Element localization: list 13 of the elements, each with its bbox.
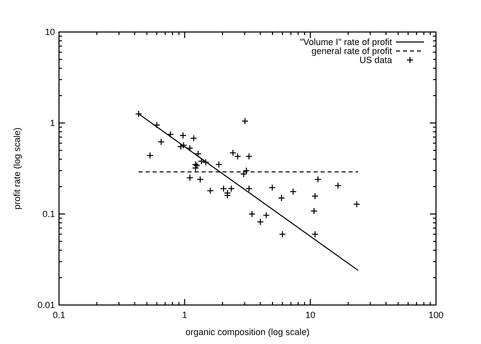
y-tick-label: 0.1: [42, 209, 55, 219]
legend-label: general rate of profit: [311, 46, 392, 56]
x-tick-label: 10: [305, 310, 316, 320]
x-tick-label: 1: [182, 310, 188, 320]
legend-label: "Volume I" rate of profit: [300, 37, 392, 47]
legend-label: US data: [359, 55, 392, 65]
x-axis-title: organic composition (log scale): [185, 327, 310, 337]
x-tick-label: 100: [428, 310, 444, 320]
y-tick-label: 10: [44, 27, 55, 37]
y-tick-label: 0.01: [37, 300, 55, 310]
y-tick-label: 1: [50, 118, 55, 128]
x-tick-label: 0.1: [52, 310, 66, 320]
y-axis-title: profit rate (log scale): [12, 127, 22, 210]
